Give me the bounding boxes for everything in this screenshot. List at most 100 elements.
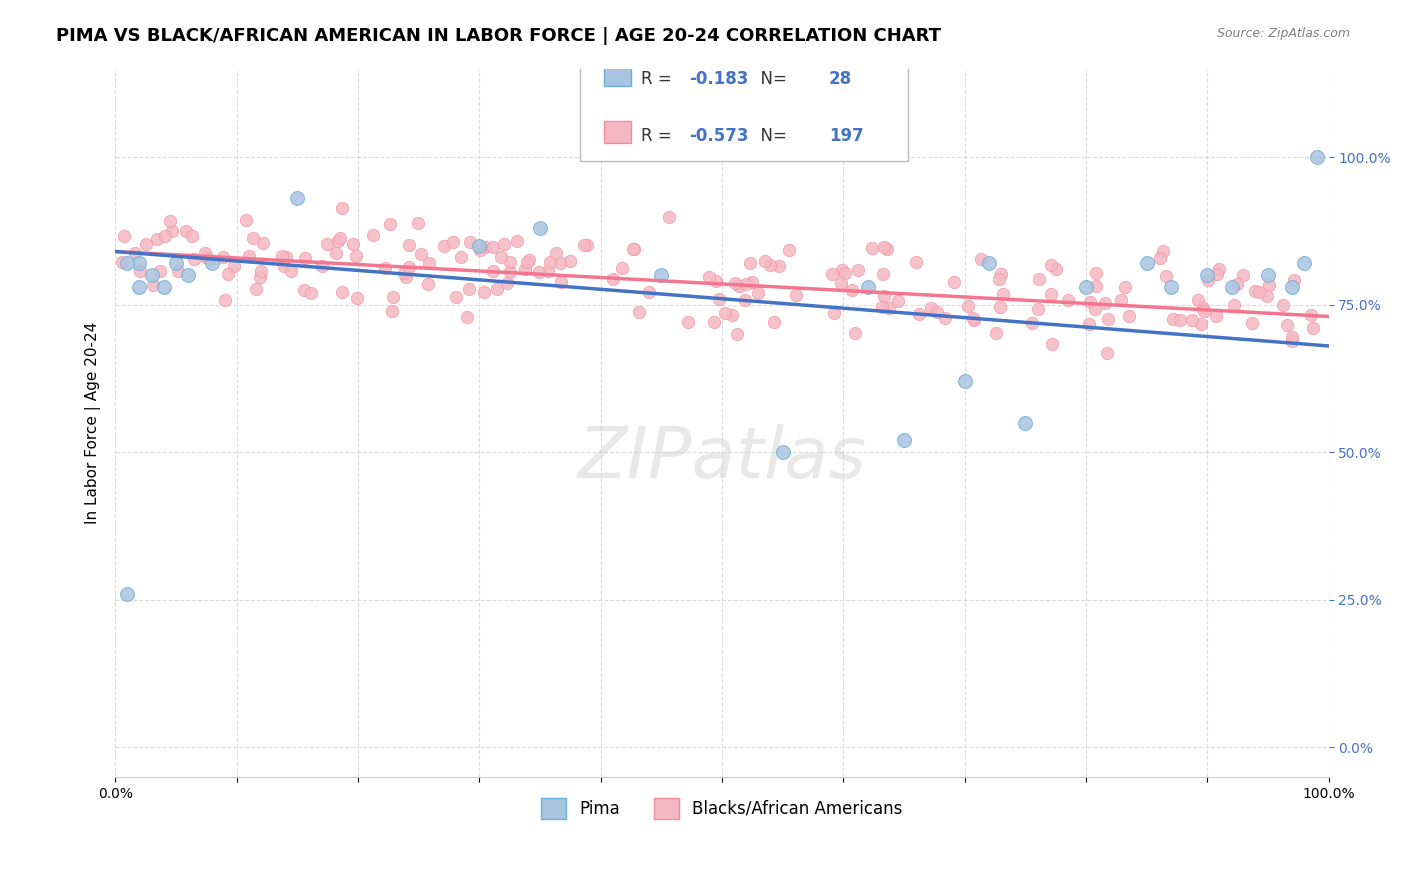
Pima — [772, 445, 794, 459]
Blacks/African Americans — [299, 285, 322, 300]
Blacks/African Americans — [245, 282, 267, 296]
Blacks/African Americans — [342, 236, 364, 251]
Blacks/African Americans — [1281, 330, 1303, 344]
Blacks/African Americans — [768, 260, 790, 274]
Pima — [1305, 150, 1327, 164]
Blacks/African Americans — [1223, 298, 1246, 312]
Blacks/African Americans — [112, 228, 135, 243]
Blacks/African Americans — [934, 310, 956, 325]
Blacks/African Americans — [418, 256, 440, 270]
Blacks/African Americans — [398, 238, 420, 252]
Blacks/African Americans — [474, 239, 496, 253]
Blacks/African Americans — [602, 271, 624, 285]
Pima — [953, 375, 976, 389]
Blacks/African Americans — [725, 327, 748, 342]
Pima — [529, 220, 551, 235]
Pima — [977, 256, 1000, 270]
Blacks/African Americans — [409, 247, 432, 261]
Pima — [1136, 256, 1159, 270]
Pima — [1294, 256, 1316, 270]
Blacks/African Americans — [1154, 269, 1177, 284]
Blacks/African Americans — [538, 255, 561, 269]
Blacks/African Americans — [328, 231, 350, 245]
Blacks/African Americans — [249, 264, 271, 278]
Blacks/African Americans — [676, 315, 699, 329]
Blacks/African Americans — [378, 218, 401, 232]
Blacks/African Americans — [1168, 312, 1191, 326]
Text: R =: R = — [641, 127, 676, 145]
Blacks/African Americans — [785, 288, 807, 302]
Blacks/African Americans — [444, 290, 467, 304]
Blacks/African Americans — [311, 259, 333, 273]
Blacks/African Americans — [877, 301, 900, 315]
Blacks/African Americans — [1189, 317, 1212, 331]
Blacks/African Americans — [1284, 273, 1306, 287]
Blacks/African Americans — [558, 254, 581, 268]
Blacks/African Americans — [920, 301, 942, 315]
Blacks/African Americans — [574, 237, 596, 252]
Blacks/African Americans — [984, 326, 1007, 340]
Blacks/African Americans — [111, 254, 134, 268]
Blacks/African Americans — [887, 293, 910, 308]
Blacks/African Americans — [395, 270, 418, 285]
Blacks/African Americans — [174, 223, 197, 237]
Blacks/African Americans — [1039, 287, 1062, 301]
Blacks/African Americans — [721, 308, 744, 322]
Blacks/African Americans — [1205, 309, 1227, 323]
Blacks/African Americans — [963, 313, 986, 327]
Blacks/African Americans — [194, 246, 217, 260]
Blacks/African Americans — [135, 237, 157, 252]
Text: N=: N= — [749, 70, 792, 88]
Blacks/African Americans — [346, 291, 368, 305]
Blacks/African Americans — [778, 244, 800, 258]
Legend: Pima, Blacks/African Americans: Pima, Blacks/African Americans — [534, 791, 910, 825]
Blacks/African Americans — [747, 286, 769, 301]
Blacks/African Americans — [707, 292, 730, 306]
Blacks/African Americans — [610, 261, 633, 276]
Blacks/African Americans — [146, 232, 169, 246]
Text: ZIPatlas: ZIPatlas — [578, 424, 866, 492]
Blacks/African Americans — [1208, 261, 1230, 276]
Y-axis label: In Labor Force | Age 20-24: In Labor Force | Age 20-24 — [86, 322, 101, 524]
Blacks/African Americans — [273, 259, 295, 273]
Blacks/African Americans — [506, 234, 529, 248]
Pima — [152, 280, 174, 294]
Blacks/African Americans — [1094, 295, 1116, 310]
Blacks/African Americans — [1232, 268, 1254, 283]
Blacks/African Americans — [1244, 284, 1267, 298]
Blacks/African Americans — [330, 201, 353, 215]
Pima — [1281, 280, 1303, 294]
Blacks/African Americans — [1057, 293, 1080, 308]
Blacks/African Americans — [197, 252, 219, 266]
Blacks/African Americans — [398, 260, 420, 275]
Pima — [1014, 416, 1036, 430]
Blacks/African Americans — [905, 255, 928, 269]
Blacks/African Americans — [474, 285, 496, 299]
Blacks/African Americans — [990, 267, 1012, 281]
Blacks/African Americans — [738, 256, 761, 270]
Pima — [285, 191, 308, 205]
Pima — [1257, 268, 1279, 282]
Blacks/African Americans — [153, 229, 176, 244]
Blacks/African Americans — [499, 255, 522, 269]
Blacks/African Americans — [129, 263, 152, 277]
Blacks/African Americans — [841, 283, 863, 297]
Blacks/African Americans — [458, 235, 481, 249]
Blacks/African Americans — [441, 235, 464, 249]
Blacks/African Americans — [714, 306, 737, 320]
Blacks/African Americans — [908, 307, 931, 321]
Blacks/African Americans — [704, 275, 727, 289]
Pima — [128, 280, 150, 294]
Blacks/African Americans — [628, 305, 651, 319]
Text: -0.573: -0.573 — [689, 127, 748, 145]
Blacks/African Americans — [252, 235, 274, 250]
Blacks/African Americans — [537, 263, 560, 277]
Blacks/African Americans — [1256, 288, 1278, 302]
Blacks/African Americans — [1085, 278, 1108, 293]
Blacks/African Americans — [222, 259, 245, 273]
Blacks/African Americans — [149, 263, 172, 277]
Blacks/African Americans — [325, 246, 347, 260]
Blacks/African Americans — [1301, 308, 1323, 322]
Blacks/African Americans — [1045, 262, 1067, 277]
Blacks/African Americans — [1281, 334, 1303, 348]
